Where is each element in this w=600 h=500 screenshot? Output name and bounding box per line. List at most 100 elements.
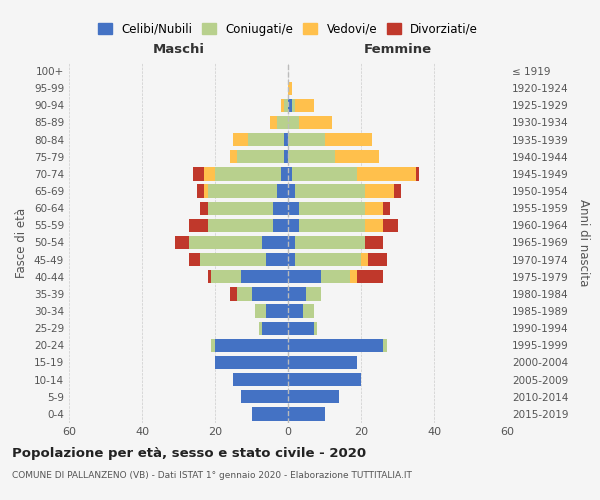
Bar	[288, 116, 299, 129]
Bar	[302, 304, 314, 318]
Bar	[288, 407, 325, 420]
Bar	[288, 150, 335, 164]
Bar	[394, 184, 401, 198]
Y-axis label: Anni di nascita: Anni di nascita	[577, 199, 590, 286]
Bar	[383, 338, 386, 352]
Bar	[262, 236, 288, 249]
Bar	[208, 270, 211, 283]
Bar	[365, 202, 383, 215]
Bar	[281, 167, 288, 180]
Bar	[241, 270, 288, 283]
Bar	[193, 167, 204, 180]
Bar	[368, 253, 386, 266]
Bar	[259, 322, 262, 335]
Bar	[211, 338, 215, 352]
Bar	[288, 287, 306, 300]
Bar	[270, 116, 277, 129]
Bar	[358, 167, 416, 180]
Bar	[288, 218, 299, 232]
Bar	[208, 202, 274, 215]
Bar	[361, 253, 368, 266]
Bar	[288, 322, 314, 335]
Legend: Celibi/Nubili, Coniugati/e, Vedovi/e, Divorziati/e: Celibi/Nubili, Coniugati/e, Vedovi/e, Di…	[93, 18, 483, 40]
Bar	[208, 184, 277, 198]
Bar	[175, 236, 190, 249]
Bar	[204, 167, 215, 180]
Bar	[237, 150, 284, 164]
Bar	[230, 287, 237, 300]
Bar	[383, 202, 390, 215]
Bar	[284, 133, 288, 146]
Bar	[251, 287, 288, 300]
Bar	[211, 270, 241, 283]
Bar	[277, 184, 288, 198]
Text: Popolazione per età, sesso e stato civile - 2020: Popolazione per età, sesso e stato civil…	[12, 448, 366, 460]
Bar	[350, 270, 358, 283]
Bar	[295, 184, 365, 198]
Bar	[335, 150, 379, 164]
Text: COMUNE DI PALLANZENO (VB) - Dati ISTAT 1° gennaio 2020 - Elaborazione TUTTITALIA: COMUNE DI PALLANZENO (VB) - Dati ISTAT 1…	[12, 471, 412, 480]
Bar	[190, 253, 200, 266]
Bar	[292, 167, 358, 180]
Bar	[299, 116, 332, 129]
Bar	[365, 184, 394, 198]
Bar	[255, 304, 266, 318]
Bar	[241, 390, 288, 404]
Bar	[215, 338, 288, 352]
Bar	[288, 356, 358, 369]
Bar	[325, 133, 372, 146]
Bar	[321, 270, 350, 283]
Bar	[288, 253, 295, 266]
Bar	[284, 98, 288, 112]
Bar	[288, 184, 295, 198]
Bar	[288, 270, 321, 283]
Bar	[288, 236, 295, 249]
Bar	[306, 287, 321, 300]
Bar	[266, 304, 288, 318]
Bar	[190, 218, 208, 232]
Bar	[292, 98, 295, 112]
Bar	[200, 253, 266, 266]
Bar	[262, 322, 288, 335]
Bar	[288, 304, 302, 318]
Bar	[288, 167, 292, 180]
Bar	[266, 253, 288, 266]
Bar	[288, 133, 325, 146]
Text: Maschi: Maschi	[152, 42, 205, 56]
Bar	[215, 356, 288, 369]
Bar	[277, 116, 288, 129]
Bar	[314, 322, 317, 335]
Bar	[288, 390, 339, 404]
Bar	[288, 338, 383, 352]
Bar	[288, 373, 361, 386]
Bar	[274, 202, 288, 215]
Bar	[365, 218, 383, 232]
Bar	[288, 98, 292, 112]
Bar	[295, 253, 361, 266]
Bar	[274, 218, 288, 232]
Bar	[416, 167, 419, 180]
Bar	[248, 133, 284, 146]
Bar	[190, 236, 262, 249]
Bar	[288, 82, 292, 95]
Bar	[204, 184, 208, 198]
Bar	[237, 287, 251, 300]
Text: Femmine: Femmine	[364, 42, 431, 56]
Bar	[251, 407, 288, 420]
Bar	[284, 150, 288, 164]
Bar	[200, 202, 208, 215]
Bar	[383, 218, 398, 232]
Bar	[208, 218, 274, 232]
Bar	[295, 236, 365, 249]
Bar	[299, 202, 365, 215]
Bar	[197, 184, 204, 198]
Bar	[295, 98, 314, 112]
Bar	[365, 236, 383, 249]
Y-axis label: Fasce di età: Fasce di età	[16, 208, 28, 278]
Bar	[281, 98, 284, 112]
Bar	[230, 150, 237, 164]
Bar	[288, 202, 299, 215]
Bar	[299, 218, 365, 232]
Bar	[358, 270, 383, 283]
Bar	[233, 373, 288, 386]
